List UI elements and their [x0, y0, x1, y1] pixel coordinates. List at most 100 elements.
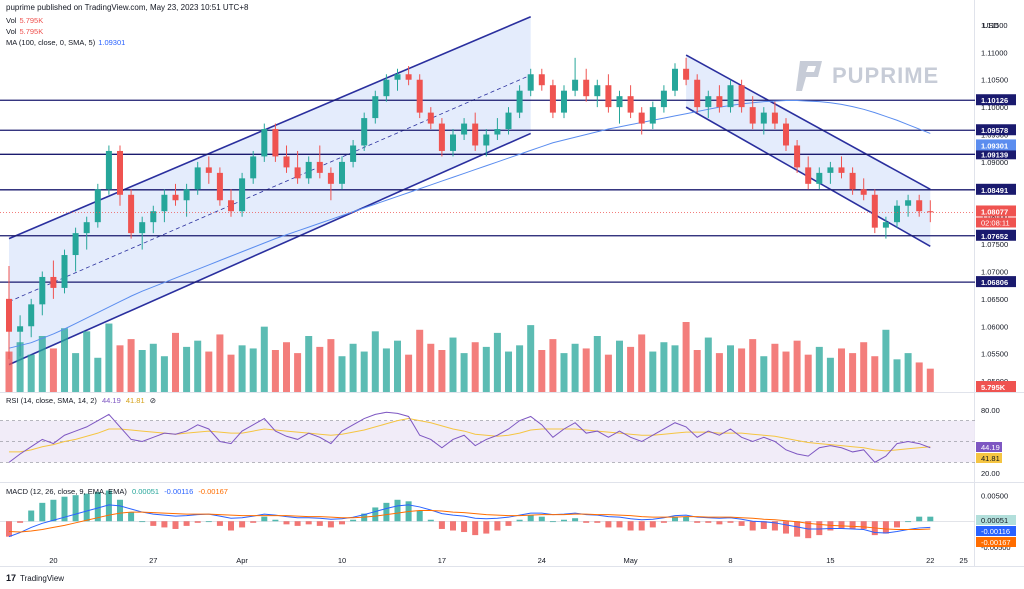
channel-lower-line[interactable] — [8, 132, 532, 366]
candle-body[interactable] — [860, 189, 867, 195]
candle-body[interactable] — [327, 172, 334, 184]
candle-body[interactable] — [28, 304, 35, 327]
candle-body[interactable] — [383, 79, 390, 97]
candle-body[interactable] — [794, 145, 801, 168]
candle-body[interactable] — [17, 326, 24, 332]
candle-body[interactable] — [894, 205, 900, 223]
candle-body[interactable] — [705, 96, 712, 108]
candle-body[interactable] — [716, 96, 723, 108]
candle-body[interactable] — [838, 167, 845, 173]
candle-body[interactable] — [6, 298, 12, 332]
candle-body[interactable] — [871, 194, 878, 228]
candle-body[interactable] — [649, 107, 656, 124]
candle-body[interactable] — [461, 123, 468, 135]
candle-body[interactable] — [771, 112, 778, 124]
candle-body[interactable] — [660, 90, 667, 108]
candle-body[interactable] — [538, 74, 545, 86]
candle-body[interactable] — [694, 79, 701, 108]
candle-body[interactable] — [527, 74, 534, 91]
candle-body[interactable] — [61, 255, 68, 288]
candle-body[interactable] — [749, 107, 756, 124]
volume-bar — [283, 342, 290, 392]
candle-body[interactable] — [616, 96, 623, 108]
candle-body[interactable] — [472, 123, 479, 146]
candle-body[interactable] — [505, 112, 512, 130]
candle-body[interactable] — [494, 129, 501, 135]
candle-body[interactable] — [394, 74, 401, 80]
candle-body[interactable] — [216, 172, 223, 201]
candle-body[interactable] — [372, 96, 379, 119]
candle-body[interactable] — [316, 161, 323, 173]
candle-body[interactable] — [438, 123, 445, 151]
tradingview-logo[interactable]: 17 TradingView — [6, 573, 64, 583]
candle-body[interactable] — [361, 118, 368, 146]
candle-body[interactable] — [849, 172, 856, 190]
candle-body[interactable] — [827, 167, 834, 173]
volume-bar — [738, 348, 746, 392]
macd-signal-tag-bg — [976, 537, 1016, 547]
candle-body[interactable] — [39, 276, 46, 305]
candle-body[interactable] — [272, 129, 279, 157]
candle-body[interactable] — [416, 79, 423, 113]
candle-body[interactable] — [927, 211, 934, 213]
candle-body[interactable] — [561, 90, 567, 113]
candle-body[interactable] — [882, 222, 889, 228]
candle-body[interactable] — [72, 233, 79, 256]
candle-body[interactable] — [305, 161, 312, 179]
candle-body[interactable] — [117, 150, 123, 195]
candle-body[interactable] — [161, 194, 168, 212]
candle-body[interactable] — [50, 276, 57, 288]
candle-body[interactable] — [94, 189, 101, 223]
candle-body[interactable] — [105, 150, 112, 190]
candle-body[interactable] — [139, 222, 146, 234]
price-tick-label: 1.07000 — [981, 267, 1008, 276]
macd-histogram-bar — [228, 521, 234, 531]
channel-upper-line[interactable] — [685, 54, 931, 191]
volume-bar — [27, 354, 35, 392]
candle-body[interactable] — [594, 85, 601, 97]
candle-body[interactable] — [805, 167, 812, 184]
candle-body[interactable] — [150, 211, 157, 223]
candle-body[interactable] — [250, 156, 257, 179]
candle-body[interactable] — [627, 96, 634, 113]
candle-body[interactable] — [727, 85, 734, 108]
eye-icon[interactable]: ⊘ — [149, 396, 157, 405]
candle-body[interactable] — [816, 172, 823, 184]
candle-body[interactable] — [339, 161, 345, 184]
macd-histogram-bar — [128, 512, 135, 522]
candle-body[interactable] — [683, 68, 690, 80]
candle-body[interactable] — [172, 194, 179, 201]
candle-body[interactable] — [572, 79, 579, 91]
candle-body[interactable] — [183, 189, 190, 201]
candle-body[interactable] — [405, 74, 412, 80]
candle-body[interactable] — [516, 90, 523, 113]
volume-bar — [471, 342, 479, 392]
candle-body[interactable] — [905, 200, 912, 206]
candle-body[interactable] — [738, 85, 745, 108]
candle-body[interactable] — [760, 112, 767, 124]
candle-body[interactable] — [605, 85, 612, 108]
candle-body[interactable] — [261, 129, 268, 157]
candle-body[interactable] — [549, 85, 556, 113]
candle-body[interactable] — [783, 123, 789, 146]
candle-body[interactable] — [638, 112, 645, 124]
candle-body[interactable] — [294, 167, 301, 179]
candle-body[interactable] — [228, 200, 234, 212]
candle-body[interactable] — [916, 200, 923, 212]
level-price-tag-bg — [976, 94, 1016, 106]
candle-body[interactable] — [672, 68, 678, 91]
candle-body[interactable] — [83, 222, 90, 234]
candle-body[interactable] — [205, 167, 212, 173]
candle-body[interactable] — [483, 134, 490, 146]
macd-histogram-bar — [794, 521, 801, 537]
candle-body[interactable] — [239, 178, 246, 212]
candle-body[interactable] — [283, 156, 290, 168]
candle-body[interactable] — [427, 112, 434, 124]
candle-body[interactable] — [194, 167, 201, 190]
candle-body[interactable] — [450, 134, 456, 151]
candle-body[interactable] — [350, 145, 357, 162]
candle-body[interactable] — [128, 194, 135, 234]
ma-price-tag-bg — [976, 139, 1016, 151]
candle-body[interactable] — [583, 79, 590, 97]
